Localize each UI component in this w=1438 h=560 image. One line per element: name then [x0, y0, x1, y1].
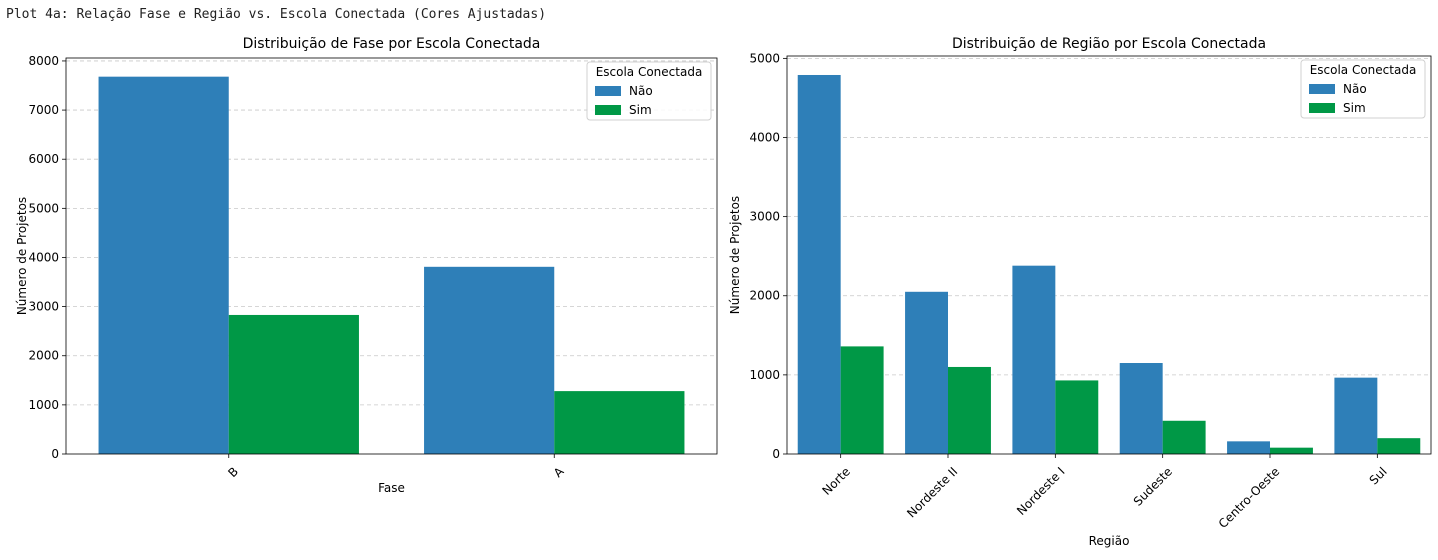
y-tick-label: 0 — [51, 447, 59, 461]
x-tick-label-sul: Sul — [1367, 464, 1390, 487]
y-tick-label: 0 — [772, 447, 780, 461]
bar-sim-b — [228, 314, 359, 454]
x-axis-label: Região — [1089, 534, 1130, 548]
y-axis-label: Número de Projetos — [15, 197, 29, 315]
legend-swatch-sim — [1309, 103, 1335, 113]
bar-sim-sudeste — [1162, 420, 1206, 454]
y-tick-label: 3000 — [28, 300, 59, 314]
legend-label-nao: Não — [1343, 82, 1367, 96]
y-tick-label: 2000 — [749, 289, 780, 303]
chart-title: Distribuição de Fase por Escola Conectad… — [243, 36, 541, 52]
legend-swatch-sim — [595, 105, 621, 115]
legend-title: Escola Conectada — [1310, 63, 1417, 77]
x-tick-label-nordeste-ii: Nordeste II — [904, 464, 960, 520]
legend-label-nao: Não — [629, 84, 653, 98]
bar-nao-sudeste — [1119, 363, 1163, 454]
legend-swatch-nao — [1309, 84, 1335, 94]
gridlines — [787, 57, 1431, 376]
y-tick-label: 4000 — [28, 250, 59, 264]
y-tick-label: 1000 — [28, 398, 59, 412]
bar-sim-nordeste-i — [1055, 380, 1099, 454]
bar-sim-a — [554, 391, 685, 454]
y-tick-label: 5000 — [749, 51, 780, 65]
y-tick-label: 4000 — [749, 130, 780, 144]
y-tick-label: 5000 — [28, 201, 59, 215]
y-axis-label: Número de Projetos — [728, 196, 742, 314]
bar-sim-sul — [1377, 438, 1421, 454]
bar-sim-centro-oeste — [1270, 447, 1313, 454]
legend: Escola Conectada Não Sim — [1300, 59, 1426, 119]
legend-label-sim: Sim — [1343, 101, 1366, 115]
bar-nao-centro-oeste — [1227, 441, 1270, 454]
x-tick-label-nordeste-i: Nordeste I — [1014, 464, 1068, 518]
y-tick-label: 1000 — [749, 368, 780, 382]
legend: Escola Conectada Não Sim — [586, 61, 712, 121]
bar-nao-norte — [797, 74, 841, 455]
bar-sim-nordeste-ii — [948, 366, 991, 454]
bar-nao-sul — [1334, 377, 1378, 454]
bar-nao-b — [98, 76, 229, 454]
y-tick-label: 7000 — [28, 103, 59, 117]
y-tick-label: 3000 — [749, 210, 780, 224]
chart-title: Distribuição de Região por Escola Conect… — [952, 36, 1266, 52]
y-tick-label: 2000 — [28, 349, 59, 363]
legend-swatch-nao — [595, 86, 621, 96]
legend-label-sim: Sim — [629, 103, 652, 117]
plot-frame — [786, 55, 1432, 455]
plot-frame — [65, 57, 718, 455]
legend-title: Escola Conectada — [596, 65, 703, 79]
y-tick-label: 8000 — [28, 54, 59, 68]
figure-header: Plot 4a: Relação Fase e Região vs. Escol… — [6, 7, 547, 22]
x-tick-label-norte: Norte — [820, 464, 853, 497]
bar-sim-norte — [840, 346, 884, 454]
bar-nao-nordeste-ii — [905, 291, 948, 454]
x-tick-label-sudeste: Sudeste — [1131, 464, 1175, 508]
bar-nao-a — [424, 266, 555, 454]
x-axis-label: Fase — [378, 481, 405, 495]
x-tick-label-centro-oeste: Centro-Oeste — [1216, 464, 1283, 531]
y-tick-label: 6000 — [28, 152, 59, 166]
bar-nao-nordeste-i — [1012, 265, 1056, 454]
